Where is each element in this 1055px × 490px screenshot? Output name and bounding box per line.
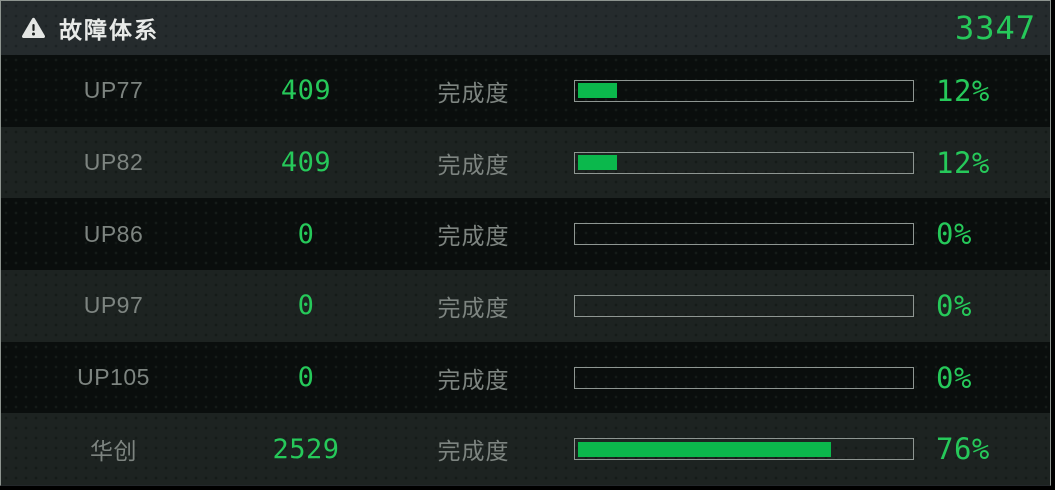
progress-label: 完成度 xyxy=(437,366,510,393)
progress-bar-cell xyxy=(561,438,914,461)
row-label: UP97 xyxy=(83,292,144,319)
panel-title: 故障体系 xyxy=(59,17,159,43)
progress-bar-track xyxy=(574,79,914,102)
progress-bar-fill xyxy=(577,441,831,457)
row-value: 409 xyxy=(280,147,332,178)
panel-header: 故障体系 3347 xyxy=(1,1,1050,55)
table-row: UP97 0 完成度 0% xyxy=(1,270,1050,342)
progress-percent: 12% xyxy=(936,145,990,180)
progress-bar-track xyxy=(574,223,914,246)
row-label: 华创 xyxy=(90,438,137,465)
row-value: 0 xyxy=(297,218,315,250)
row-label: UP105 xyxy=(77,364,150,391)
progress-bar-cell xyxy=(561,223,914,246)
progress-label: 完成度 xyxy=(437,294,510,321)
total-count: 3347 xyxy=(954,9,1036,47)
table-row: UP105 0 完成度 0% xyxy=(1,341,1050,414)
row-label: UP82 xyxy=(83,149,144,175)
table-row: UP86 0 完成度 0% xyxy=(1,198,1050,271)
progress-percent: 0% xyxy=(936,217,972,252)
table-row: 华创 2529 完成度 76% xyxy=(1,413,1050,486)
progress-bar-track xyxy=(574,366,914,389)
progress-percent: 76% xyxy=(936,432,990,467)
row-value: 0 xyxy=(297,290,315,322)
table-row: UP82 409 完成度 12% xyxy=(1,126,1050,199)
table-row: UP77 409 完成度 12% xyxy=(1,55,1050,127)
progress-bar-cell xyxy=(561,366,914,389)
row-label: UP77 xyxy=(83,77,144,104)
row-value: 409 xyxy=(280,75,332,107)
progress-label: 完成度 xyxy=(437,151,510,178)
row-label: UP86 xyxy=(83,220,144,247)
progress-percent: 0% xyxy=(936,360,972,395)
warning-triangle-icon xyxy=(21,17,46,39)
progress-bar-track xyxy=(574,151,914,174)
progress-bar-track xyxy=(574,294,914,317)
progress-label: 完成度 xyxy=(437,79,510,106)
progress-bar-track xyxy=(574,438,914,461)
progress-label: 完成度 xyxy=(437,223,510,250)
progress-bar-fill xyxy=(577,83,618,99)
progress-bar-fill xyxy=(577,155,618,170)
progress-bar-cell xyxy=(561,79,914,102)
progress-bar-cell xyxy=(561,151,914,174)
progress-bar-cell xyxy=(561,294,914,317)
progress-percent: 0% xyxy=(936,288,972,323)
row-value: 0 xyxy=(297,362,315,394)
progress-label: 完成度 xyxy=(437,438,510,465)
rows-container: UP77 409 完成度 12% UP82 409 完成度 12% UP86 0… xyxy=(1,55,1050,486)
row-value: 2529 xyxy=(272,433,340,465)
progress-percent: 12% xyxy=(936,73,990,108)
